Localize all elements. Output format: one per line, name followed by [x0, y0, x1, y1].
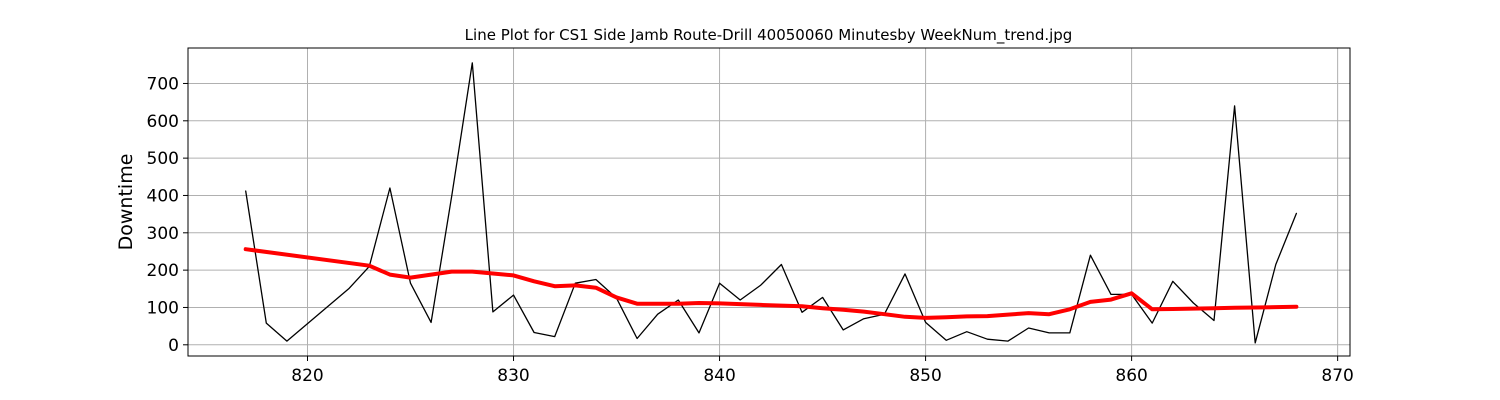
y-tick-label: 0	[168, 336, 179, 356]
x-tick-label: 860	[1115, 366, 1147, 386]
trend-series-line	[243, 247, 1299, 320]
y-tick-label: 200	[147, 261, 179, 281]
y-tick-label: 500	[147, 149, 179, 169]
grid-lines	[188, 48, 1350, 356]
chart-title: Line Plot for CS1 Side Jamb Route-Drill …	[465, 26, 1073, 45]
x-tick-label: 830	[497, 366, 529, 386]
x-tick-label: 840	[703, 366, 735, 386]
x-tick-label: 820	[291, 366, 323, 386]
x-tick-label: 870	[1321, 366, 1353, 386]
plot-frame	[187, 47, 1351, 357]
y-axis-label: Downtime	[115, 154, 137, 251]
y-tick-label: 600	[147, 112, 179, 132]
y-tick-label: 300	[147, 224, 179, 244]
y-tick-label: 100	[147, 298, 179, 318]
x-tick-label: 850	[909, 366, 941, 386]
y-tick-label: 400	[147, 186, 179, 206]
series-layer	[243, 62, 1299, 344]
y-tick-label: 700	[147, 74, 179, 94]
axis-ticks: 820 830 840 850 860 870 0 100 200 300 400 500 600 700	[147, 74, 1354, 386]
